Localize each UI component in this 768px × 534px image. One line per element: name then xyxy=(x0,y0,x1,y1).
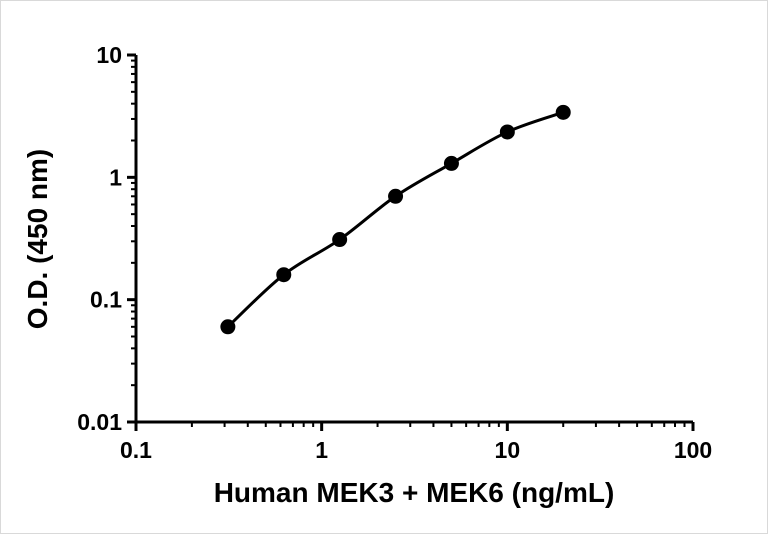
y-tick-label: 1 xyxy=(109,164,122,190)
x-axis-title: Human MEK3 + MEK6 (ng/mL) xyxy=(214,477,615,508)
y-tick-label: 0.1 xyxy=(90,287,122,313)
data-point xyxy=(332,232,348,248)
data-point xyxy=(276,267,292,283)
data-point xyxy=(220,319,236,335)
x-tick-label: 10 xyxy=(495,437,521,463)
x-tick-label: 1 xyxy=(315,437,328,463)
curve-line xyxy=(226,110,565,329)
data-point xyxy=(443,155,459,171)
x-tick-label: 0.1 xyxy=(120,437,152,463)
y-axis-title: O.D. (450 nm) xyxy=(22,149,53,329)
data-point xyxy=(388,188,404,204)
x-tick-label: 100 xyxy=(674,437,712,463)
data-point xyxy=(555,104,571,120)
y-tick-label: 10 xyxy=(96,42,122,68)
data-point xyxy=(499,124,515,140)
y-tick-label: 0.01 xyxy=(77,409,122,435)
